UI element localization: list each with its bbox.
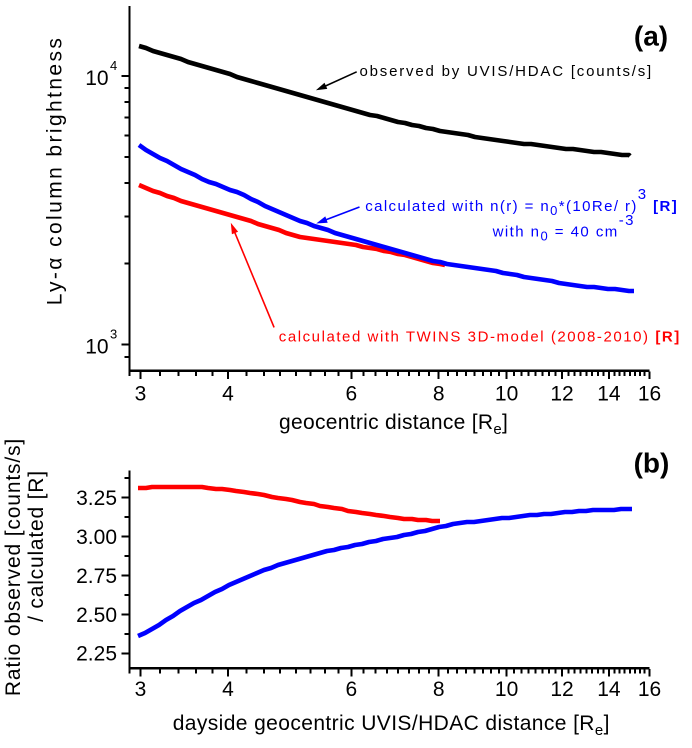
svg-text:10: 10	[495, 678, 518, 701]
svg-text:/ calculated [R]: / calculated [R]	[25, 470, 48, 622]
svg-text:2.50: 2.50	[76, 604, 117, 627]
svg-text:(b): (b)	[634, 448, 670, 479]
svg-text:3: 3	[110, 327, 117, 342]
svg-text:Ly-α column brightness: Ly-α column brightness	[44, 36, 67, 306]
svg-text:3.00: 3.00	[76, 526, 117, 549]
svg-text:8: 8	[433, 382, 445, 405]
svg-text:(a): (a)	[634, 21, 668, 52]
svg-text:14: 14	[597, 678, 621, 701]
svg-text:12: 12	[550, 678, 573, 701]
svg-text:dayside geocentric UVIS/HDAC d: dayside geocentric UVIS/HDAC distance [R…	[173, 712, 610, 739]
svg-text:4: 4	[222, 678, 234, 701]
svg-text:16: 16	[638, 382, 661, 405]
svg-text:6: 6	[345, 382, 357, 405]
svg-text:4: 4	[110, 58, 117, 73]
svg-text:4: 4	[222, 382, 234, 405]
svg-text:3: 3	[135, 678, 147, 701]
svg-text:Ratio observed [counts/s]: Ratio observed [counts/s]	[2, 438, 25, 696]
svg-text:3.25: 3.25	[76, 487, 117, 510]
svg-text:calculated with TWINS 3D-model: calculated with TWINS 3D-model (2008-201…	[279, 329, 681, 346]
svg-text:16: 16	[638, 678, 661, 701]
svg-text:geocentric distance [Re]: geocentric distance [Re]	[279, 411, 508, 438]
svg-text:6: 6	[345, 678, 357, 701]
svg-text:14: 14	[597, 382, 621, 405]
svg-text:3: 3	[135, 382, 147, 405]
svg-text:10: 10	[85, 67, 108, 90]
svg-text:12: 12	[550, 382, 573, 405]
svg-text:8: 8	[433, 678, 445, 701]
svg-text:10: 10	[495, 382, 518, 405]
svg-text:10: 10	[85, 336, 108, 359]
svg-text:2.25: 2.25	[76, 643, 117, 666]
svg-text:observed by UVIS/HDAC [counts/: observed by UVIS/HDAC [counts/s]	[360, 63, 654, 80]
svg-text:2.75: 2.75	[76, 565, 117, 588]
